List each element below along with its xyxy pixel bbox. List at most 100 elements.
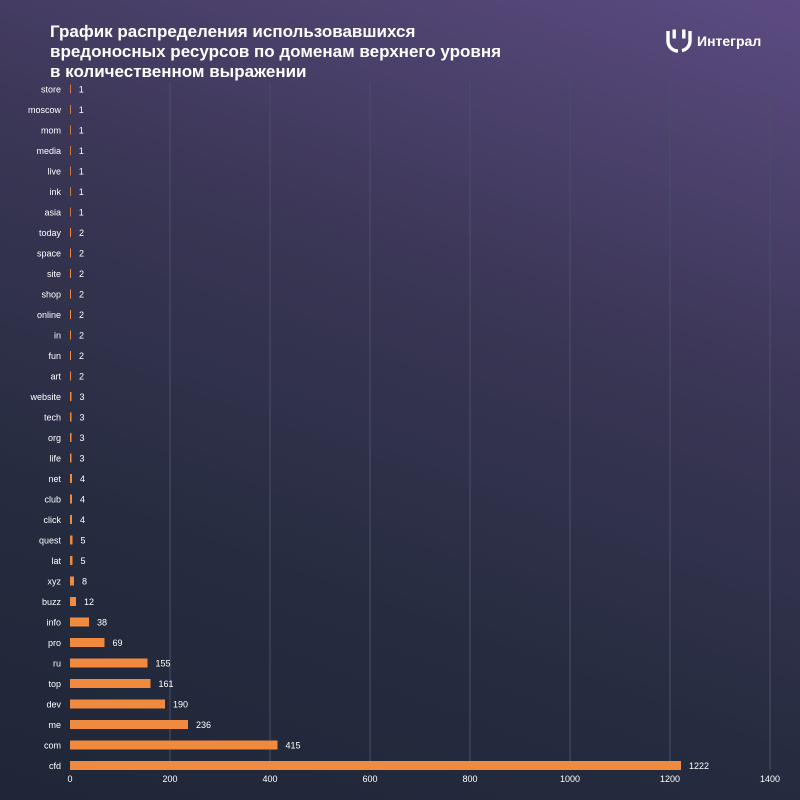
category-label: ink [49,187,61,197]
value-label: 69 [113,638,123,648]
bar-mom [70,125,71,135]
category-label: cfd [49,761,61,771]
category-label: click [44,515,62,525]
value-label: 12 [84,597,94,607]
bracket-smile-logo-icon [666,29,692,53]
bar-buzz [70,597,76,606]
value-label: 1 [79,187,84,197]
bar-org [70,433,72,442]
bar-ink [70,187,71,196]
value-label: 2 [79,351,84,361]
x-tick-label: 0 [67,774,72,784]
category-label: site [47,269,61,279]
category-label: com [44,740,61,750]
bar-media [70,146,71,155]
value-label: 2 [79,248,84,258]
value-label: 4 [80,515,85,525]
value-label: 2 [79,310,84,320]
bar-ru [70,658,148,668]
value-label: 38 [97,617,107,627]
value-label: 4 [80,474,85,484]
value-label: 5 [81,535,86,545]
bar-click [70,515,72,524]
category-label: org [48,433,61,443]
category-label: moscow [28,105,62,115]
category-label: top [48,679,61,689]
category-label: fun [48,351,61,361]
value-label: 3 [80,392,85,402]
value-label: 3 [80,433,85,443]
bar-life [70,453,72,463]
category-label: website [29,392,61,402]
bar-club [70,494,72,504]
x-tick-label: 600 [362,774,377,784]
value-label: 1 [79,125,84,135]
value-label: 2 [79,269,84,279]
category-label: art [50,371,61,381]
category-label: xyz [48,576,62,586]
value-label: 2 [79,289,84,299]
category-label: life [49,453,61,463]
category-label: live [47,166,61,176]
bar-store [70,84,71,94]
value-label: 155 [156,658,171,668]
chart-labels: store 1 moscow 1 mom 1 media 1 live 1 ink 1 asia 1 tod… [28,84,709,771]
value-label: 1 [79,84,84,94]
value-label: 3 [80,453,85,463]
category-label: asia [44,207,61,217]
bar-com [70,740,278,750]
bar-net [70,474,72,483]
chart-title: График распределения использовавшихся вр… [50,22,502,81]
x-tick-label: 1400 [760,774,780,784]
category-label: info [46,617,61,627]
chart-bars [70,84,681,770]
bar-tech [70,412,72,422]
value-label: 2 [79,371,84,381]
category-label: store [41,84,61,94]
bar-quest [70,535,73,545]
brand-logo: Интеграл [666,29,761,53]
category-label: net [48,474,61,484]
x-tick-label: 1000 [560,774,580,784]
value-label: 1 [79,207,84,217]
bar-shop [70,289,71,299]
bar-site [70,269,71,278]
category-label: pro [48,638,61,648]
category-label: club [44,494,61,504]
bar-in [70,330,71,340]
bar-pro [70,638,105,647]
category-label: media [36,146,61,156]
category-label: lat [51,556,61,566]
value-label: 415 [286,740,301,750]
bar-asia [70,207,71,217]
bar-fun [70,351,71,360]
category-label: tech [44,412,61,422]
category-label: today [39,228,62,238]
bar-moscow [70,105,71,114]
category-label: me [48,720,61,730]
bar-art [70,371,71,381]
bar-space [70,248,71,258]
value-label: 5 [81,556,86,566]
value-label: 1 [79,166,84,176]
bar-website [70,392,72,401]
chart-grid [169,82,771,770]
bar-live [70,166,71,176]
bar-online [70,310,71,319]
value-label: 1 [79,146,84,156]
value-label: 2 [79,228,84,238]
bar-cfd [70,761,681,770]
category-label: in [54,330,61,340]
x-tick-label: 200 [162,774,177,784]
value-label: 1222 [689,761,709,771]
bar-me [70,720,188,729]
bar-xyz [70,576,74,586]
x-tick-label: 1200 [660,774,680,784]
value-label: 190 [173,699,188,709]
category-label: ru [53,658,61,668]
x-tick-label: 800 [462,774,477,784]
value-label: 1 [79,105,84,115]
category-label: online [37,310,61,320]
category-label: space [37,248,61,258]
